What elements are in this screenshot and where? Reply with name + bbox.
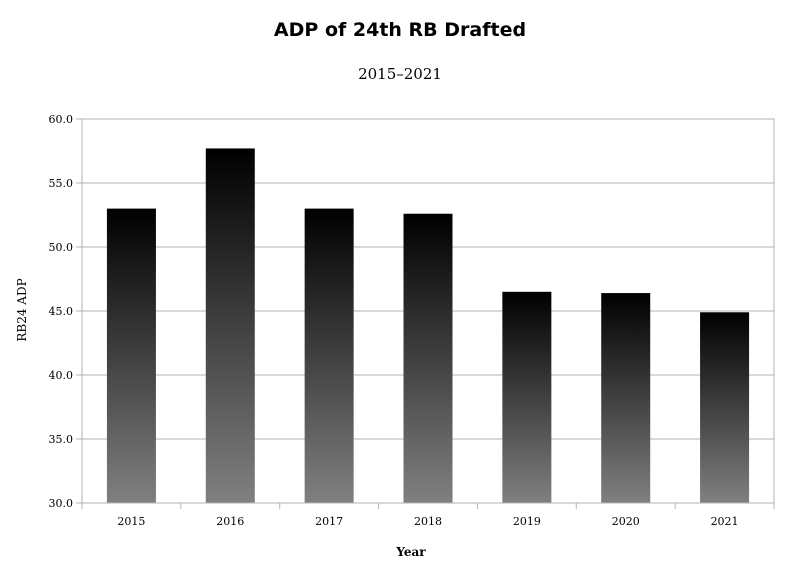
bar-2020 <box>601 293 651 503</box>
x-tick-label: 2019 <box>513 515 541 528</box>
bars <box>106 148 750 503</box>
x-tick-label: 2021 <box>711 515 739 528</box>
x-tick-label: 2016 <box>216 515 244 528</box>
bar-2016 <box>205 148 255 503</box>
bar-2019 <box>502 291 552 503</box>
axes: 30.0 35.0 40.0 45.0 50.0 55.0 60.0 2015 2016 2017… <box>49 113 775 528</box>
y-tick-label: 35.0 <box>49 433 74 446</box>
x-tick-label: 2015 <box>117 515 145 528</box>
y-axis-label: RB24 ADP <box>15 278 29 341</box>
y-tick-label: 55.0 <box>49 177 74 190</box>
y-tick-label: 45.0 <box>49 305 74 318</box>
chart-subtitle: 2015–2021 <box>358 65 442 83</box>
x-axis-label: Year <box>395 545 426 559</box>
bar-2021 <box>700 312 750 503</box>
y-tick-label: 30.0 <box>49 497 74 510</box>
y-tick-label: 40.0 <box>49 369 74 382</box>
y-tick-label: 50.0 <box>49 241 74 254</box>
chart-title: ADP of 24th RB Drafted <box>274 19 526 41</box>
bar-2018 <box>403 213 453 503</box>
x-tick-label: 2017 <box>315 515 343 528</box>
y-tick-label: 60.0 <box>49 113 74 126</box>
x-tick-label: 2018 <box>414 515 442 528</box>
bar-2015 <box>106 208 156 503</box>
bar-2017 <box>304 208 354 503</box>
x-tick-label: 2020 <box>612 515 640 528</box>
